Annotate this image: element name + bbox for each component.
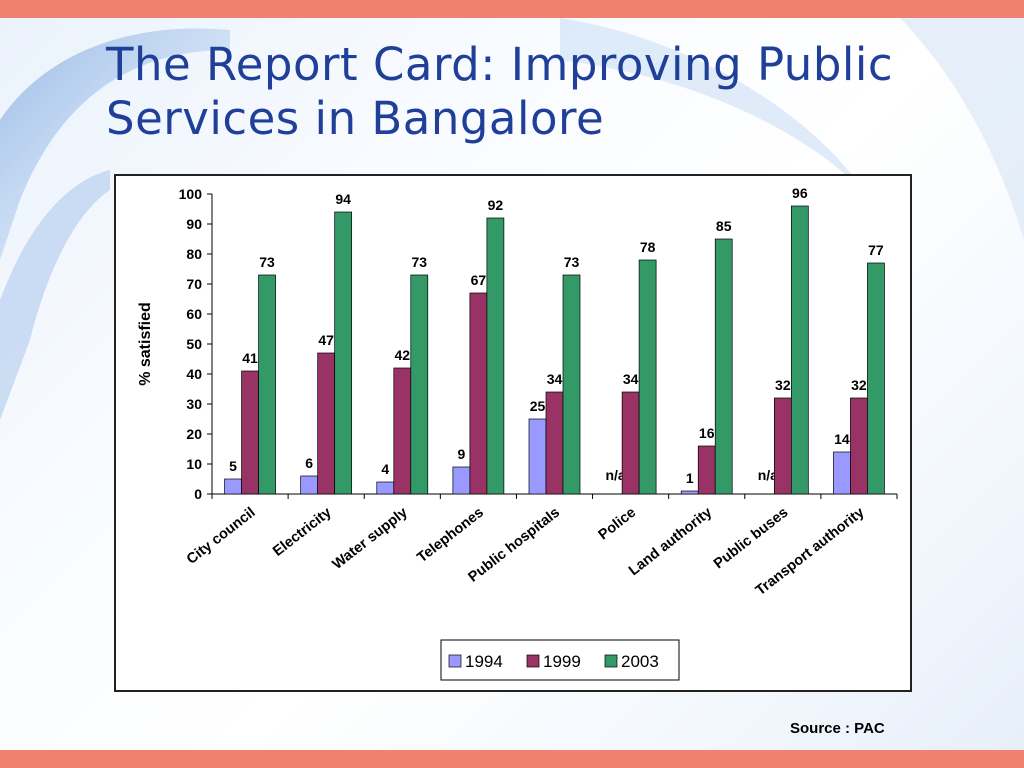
- bar: [300, 475, 319, 495]
- y-tick-label: 40: [186, 366, 202, 382]
- bar: [452, 466, 471, 495]
- bar: [241, 370, 259, 495]
- bar: [867, 262, 885, 495]
- data-label: 73: [564, 254, 580, 270]
- data-label: 25: [530, 398, 546, 414]
- y-tick-label: 100: [179, 186, 203, 202]
- bar: [833, 451, 851, 495]
- bar: [773, 397, 792, 495]
- y-tick-label: 90: [186, 216, 202, 232]
- data-label: 32: [775, 377, 791, 393]
- data-label: 67: [471, 272, 487, 288]
- y-tick-label: 10: [186, 456, 202, 472]
- bar: [410, 274, 429, 495]
- data-label: n/a: [758, 467, 778, 483]
- title-line-1: The Report Card: Improving Public: [106, 38, 894, 91]
- data-label: 1: [686, 470, 694, 486]
- slide-title: The Report Card: Improving Public Servic…: [106, 38, 986, 146]
- bar: [469, 292, 488, 495]
- data-label: 73: [259, 254, 275, 270]
- data-label: 9: [457, 446, 465, 462]
- bar: [258, 274, 276, 495]
- category-label: Telephones: [414, 505, 486, 567]
- category-label: Police: [596, 505, 640, 544]
- legend-swatch: [448, 654, 462, 668]
- legend-box: [440, 639, 680, 681]
- category-label: Water supply: [330, 505, 411, 573]
- category-label: City council: [184, 505, 259, 568]
- data-label: 16: [699, 425, 715, 441]
- bar: [334, 211, 353, 495]
- legend-label: 1999: [543, 652, 581, 671]
- data-label: 78: [640, 239, 656, 255]
- bar: [714, 238, 733, 495]
- bar: [790, 205, 809, 495]
- bar: [680, 490, 699, 495]
- category-label: Electricity: [270, 505, 334, 560]
- data-label: 96: [792, 185, 808, 201]
- data-label: n/a: [605, 467, 625, 483]
- data-label: 42: [394, 347, 410, 363]
- bar: [562, 274, 581, 495]
- y-tick-label: 20: [186, 426, 202, 442]
- y-tick-label: 0: [194, 486, 202, 502]
- top-accent-bar: [0, 0, 1024, 18]
- bar: [376, 481, 395, 495]
- data-label: 4: [381, 461, 389, 477]
- y-axis-label: % satisfied: [137, 302, 154, 386]
- bar: [486, 217, 505, 495]
- bar: [638, 259, 657, 495]
- y-tick-label: 50: [186, 336, 202, 352]
- legend-label: 1994: [465, 652, 503, 671]
- bar: [393, 367, 412, 495]
- data-label: 34: [547, 371, 563, 387]
- y-tick-label: 70: [186, 276, 202, 292]
- bottom-accent-bar: [0, 750, 1024, 768]
- data-label: 73: [411, 254, 427, 270]
- data-label: 92: [488, 197, 504, 213]
- category-label: Public buses: [711, 505, 791, 573]
- data-label: 94: [335, 191, 351, 207]
- title-line-2: Services in Bangalore: [106, 92, 605, 145]
- data-label: 85: [716, 218, 732, 234]
- y-tick-label: 60: [186, 306, 202, 322]
- category-label: Land authority: [626, 505, 715, 580]
- bar: [545, 391, 564, 495]
- legend-swatch: [604, 654, 618, 668]
- data-label: 47: [318, 332, 334, 348]
- legend-swatch: [526, 654, 540, 668]
- source-note: Source : PAC: [790, 720, 885, 737]
- y-tick-label: 80: [186, 246, 202, 262]
- data-label: 14: [834, 431, 850, 447]
- data-label: 34: [623, 371, 639, 387]
- chart-container: 0 10 20 30 40 50 60 70 80 90 100% satisfied 5 41 73 Ci…: [114, 174, 912, 692]
- data-label: 5: [229, 458, 237, 474]
- bar: [224, 478, 242, 495]
- bar: [697, 445, 716, 495]
- data-label: 77: [868, 242, 884, 258]
- data-label: 41: [242, 350, 258, 366]
- data-label: 32: [851, 377, 867, 393]
- y-tick-label: 30: [186, 396, 202, 412]
- bar: [621, 391, 640, 495]
- data-label: 6: [305, 455, 313, 471]
- legend-label: 2003: [621, 652, 659, 671]
- bar: [317, 352, 336, 495]
- bar: [528, 418, 547, 495]
- bar: [850, 397, 868, 495]
